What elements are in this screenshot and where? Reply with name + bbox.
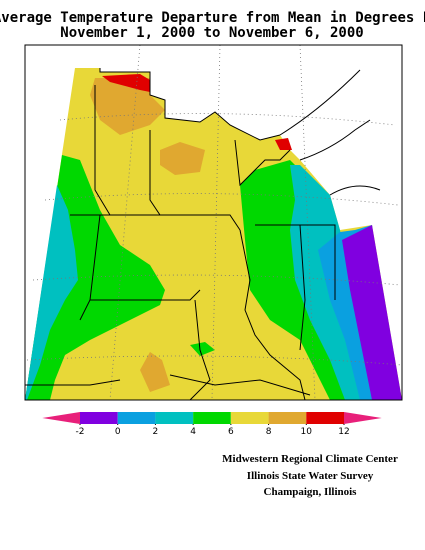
legend-swatch [117,412,156,424]
color-legend: -2 0 2 4 6 8 10 12 [42,412,382,437]
legend-tick-label: 0 [115,427,121,437]
credit: Illinois State Water Survey [247,470,374,482]
legend-swatch [268,412,307,424]
legend-tick-label: 4 [190,427,196,437]
credit: Champaign, Illinois [264,486,358,498]
legend-swatch [230,412,269,424]
legend-tick-label: 6 [228,427,234,437]
legend-tick-label: -2 [76,427,85,437]
credit: Midwestern Regional Climate Center [222,453,398,465]
legend-tick-label: 12 [338,427,349,437]
legend-tick-label: 10 [301,427,313,437]
legend-swatch [155,412,194,424]
legend-swatch [80,412,118,424]
legend-tick-label: 8 [266,427,272,437]
legend-end [344,412,382,424]
legend-tick-label: 2 [153,427,159,437]
legend-end [42,412,80,424]
title-line: November 1, 2000 to November 6, 2000 [60,25,363,41]
title-line: Average Temperature Departure from Mean … [0,10,425,26]
map [24,44,403,401]
legend-swatch [193,412,231,424]
legend-swatch [306,412,344,424]
